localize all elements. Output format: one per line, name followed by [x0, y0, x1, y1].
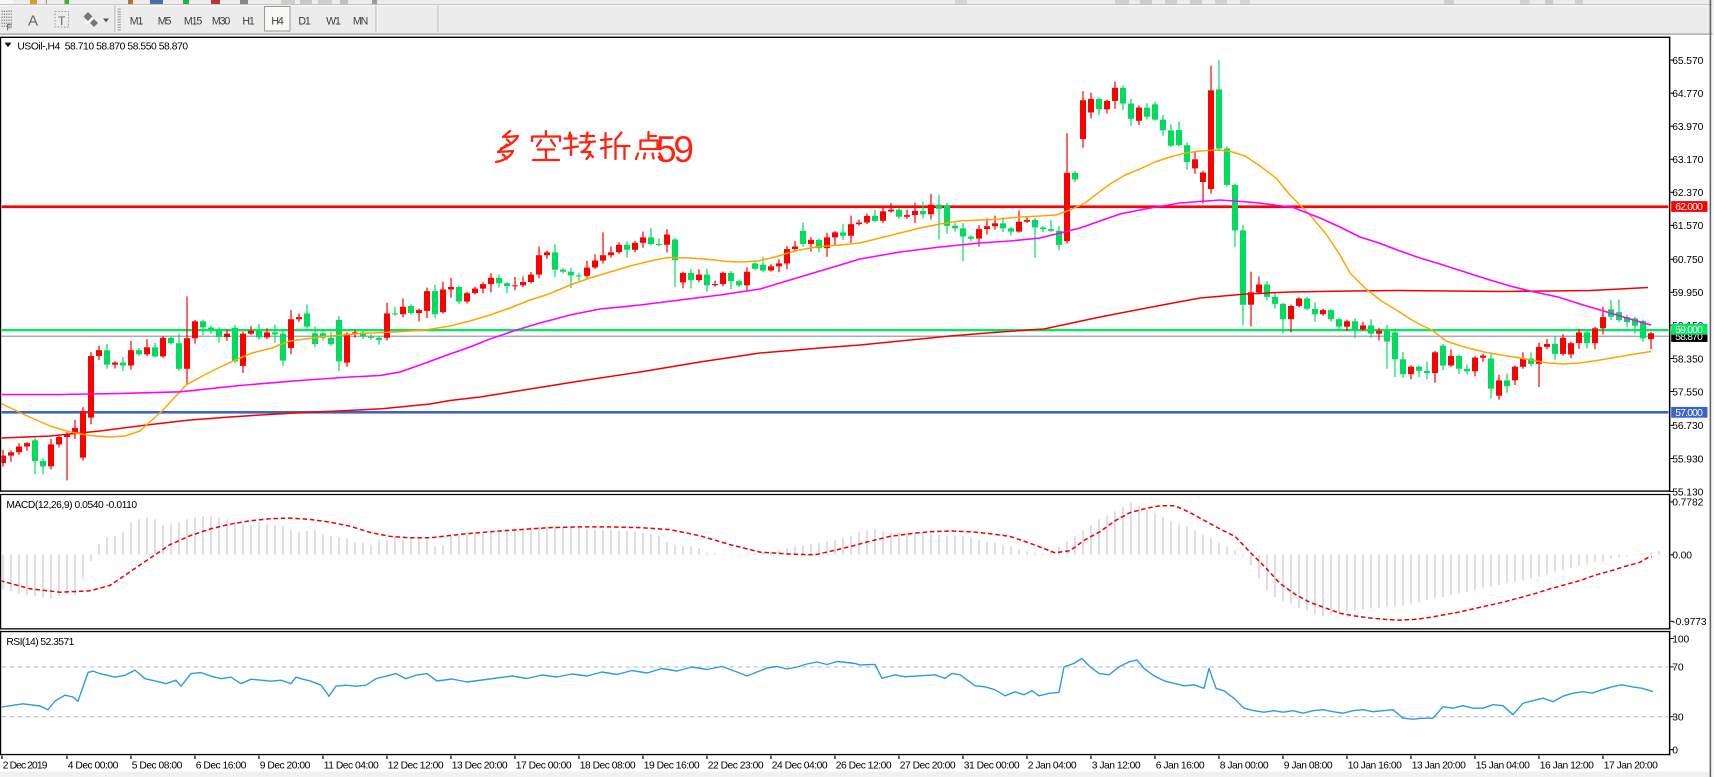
svg-text:65.570: 65.570	[1672, 56, 1703, 67]
svg-text:6 Dec 16:00: 6 Dec 16:00	[196, 761, 247, 772]
svg-text:15 Jan 04:00: 15 Jan 04:00	[1476, 761, 1530, 772]
svg-text:27 Dec 20:00: 27 Dec 20:00	[900, 761, 956, 772]
svg-text:D1: D1	[298, 15, 311, 27]
svg-text:MACD(12,26,9) 0.0540 -0.0110: MACD(12,26,9) 0.0540 -0.0110	[6, 500, 137, 511]
svg-text:M30: M30	[212, 15, 231, 27]
svg-text:H1: H1	[242, 15, 255, 27]
svg-text:M5: M5	[158, 15, 172, 27]
svg-text:13 Jan 20:00: 13 Jan 20:00	[1412, 761, 1466, 772]
svg-text:9 Jan 08:00: 9 Jan 08:00	[1284, 761, 1333, 772]
svg-text:-0.9773: -0.9773	[1672, 617, 1707, 628]
svg-text:17 Jan 20:00: 17 Jan 20:00	[1604, 761, 1658, 772]
svg-text:100: 100	[1672, 634, 1689, 645]
svg-text:17 Dec 00:00: 17 Dec 00:00	[516, 761, 572, 772]
svg-text:10 Jan 16:00: 10 Jan 16:00	[1348, 761, 1402, 772]
svg-text:57.550: 57.550	[1672, 387, 1703, 398]
svg-text:0.00: 0.00	[1672, 551, 1692, 562]
svg-text:T: T	[58, 14, 66, 28]
svg-text:26 Dec 12:00: 26 Dec 12:00	[836, 761, 892, 772]
svg-text:4 Dec 00:00: 4 Dec 00:00	[68, 761, 119, 772]
svg-text:62.000: 62.000	[1675, 202, 1703, 213]
svg-text:M15: M15	[184, 15, 203, 27]
svg-text:18 Dec 08:00: 18 Dec 08:00	[580, 761, 636, 772]
svg-text:6 Jan 16:00: 6 Jan 16:00	[1156, 761, 1205, 772]
svg-text:3 Jan 12:00: 3 Jan 12:00	[1092, 761, 1141, 772]
svg-text:55.930: 55.930	[1672, 454, 1703, 465]
svg-text:57.000: 57.000	[1675, 408, 1703, 419]
svg-text:USOil-,H4 58.710 58.870 58.55: USOil-,H4 58.710 58.870 58.550 58.870	[17, 41, 188, 52]
svg-text:24 Dec 04:00: 24 Dec 04:00	[772, 761, 828, 772]
svg-text:M1: M1	[130, 15, 144, 27]
svg-text:70: 70	[1672, 663, 1684, 674]
svg-text:63.970: 63.970	[1672, 122, 1703, 133]
svg-text:5 Dec 08:00: 5 Dec 08:00	[132, 761, 183, 772]
svg-text:H4: H4	[271, 15, 284, 27]
svg-text:9 Dec 20:00: 9 Dec 20:00	[260, 761, 311, 772]
svg-text:64.770: 64.770	[1672, 89, 1703, 100]
svg-text:62.370: 62.370	[1672, 188, 1703, 199]
svg-text:58.350: 58.350	[1672, 354, 1703, 365]
svg-text:58.870: 58.870	[1675, 332, 1703, 343]
svg-text:22 Dec 23:00: 22 Dec 23:00	[708, 761, 764, 772]
svg-text:59.000: 59.000	[1675, 325, 1703, 336]
svg-text:11 Dec 04:00: 11 Dec 04:00	[324, 761, 379, 772]
svg-text:13 Dec 20:00: 13 Dec 20:00	[452, 761, 508, 772]
svg-text:59.950: 59.950	[1672, 288, 1703, 299]
svg-text:0.7782: 0.7782	[1672, 498, 1703, 509]
svg-text:12 Dec 12:00: 12 Dec 12:00	[388, 761, 444, 772]
svg-text:63.170: 63.170	[1672, 155, 1703, 166]
svg-text:55.130: 55.130	[1672, 487, 1703, 498]
svg-text:61.570: 61.570	[1672, 221, 1703, 232]
svg-text:RSI(14) 52.3571: RSI(14) 52.3571	[6, 637, 74, 648]
svg-text:MN: MN	[353, 15, 368, 27]
svg-text:8 Jan 00:00: 8 Jan 00:00	[1220, 761, 1269, 772]
svg-text:19 Dec 16:00: 19 Dec 16:00	[644, 761, 700, 772]
svg-text:2 Jan 04:00: 2 Jan 04:00	[1028, 761, 1077, 772]
svg-text:16 Jan 12:00: 16 Jan 12:00	[1540, 761, 1594, 772]
svg-text:F: F	[7, 23, 13, 33]
svg-text:A: A	[28, 13, 38, 30]
svg-text:31 Dec 00:00: 31 Dec 00:00	[964, 761, 1020, 772]
svg-text:0: 0	[1672, 745, 1678, 756]
svg-text:W1: W1	[326, 15, 341, 27]
svg-text:2 Dec 2019: 2 Dec 2019	[3, 761, 48, 772]
svg-text:60.750: 60.750	[1672, 255, 1703, 266]
svg-text:59: 59	[656, 129, 692, 170]
svg-text:56.730: 56.730	[1672, 421, 1703, 432]
svg-text:30: 30	[1672, 713, 1684, 724]
